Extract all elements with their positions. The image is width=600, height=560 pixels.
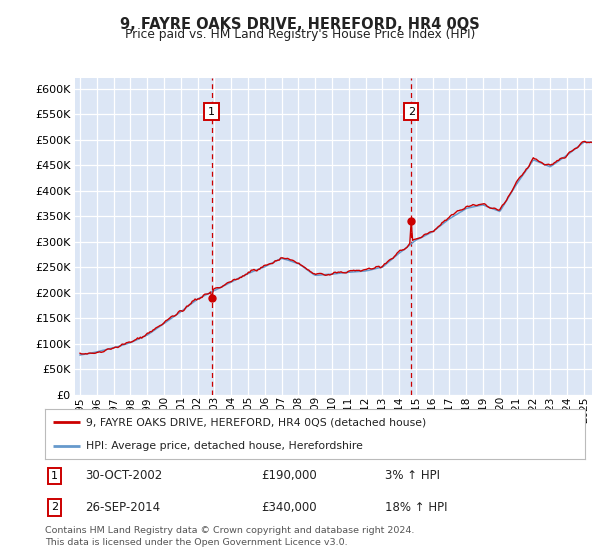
Text: HPI: Average price, detached house, Herefordshire: HPI: Average price, detached house, Here… — [86, 441, 362, 451]
Text: Price paid vs. HM Land Registry's House Price Index (HPI): Price paid vs. HM Land Registry's House … — [125, 28, 475, 41]
Text: 9, FAYRE OAKS DRIVE, HEREFORD, HR4 0QS: 9, FAYRE OAKS DRIVE, HEREFORD, HR4 0QS — [120, 17, 480, 32]
Text: 18% ↑ HPI: 18% ↑ HPI — [385, 501, 448, 514]
Text: 1: 1 — [51, 471, 58, 481]
Text: £340,000: £340,000 — [261, 501, 317, 514]
Text: 26-SEP-2014: 26-SEP-2014 — [86, 501, 161, 514]
Text: 30-OCT-2002: 30-OCT-2002 — [86, 469, 163, 483]
Text: 3% ↑ HPI: 3% ↑ HPI — [385, 469, 440, 483]
Text: Contains HM Land Registry data © Crown copyright and database right 2024.: Contains HM Land Registry data © Crown c… — [45, 526, 415, 535]
Text: 2: 2 — [408, 106, 415, 116]
Text: 2: 2 — [51, 502, 58, 512]
Text: This data is licensed under the Open Government Licence v3.0.: This data is licensed under the Open Gov… — [45, 538, 347, 547]
Text: 1: 1 — [208, 106, 215, 116]
Text: 9, FAYRE OAKS DRIVE, HEREFORD, HR4 0QS (detached house): 9, FAYRE OAKS DRIVE, HEREFORD, HR4 0QS (… — [86, 417, 426, 427]
Text: £190,000: £190,000 — [261, 469, 317, 483]
